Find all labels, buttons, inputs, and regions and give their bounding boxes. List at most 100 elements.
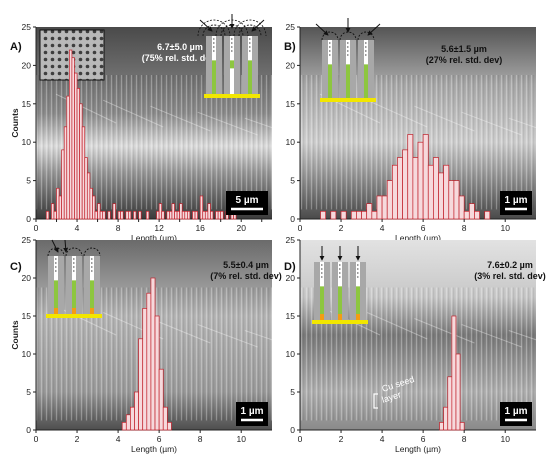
y-tick-label: 15 [286,311,296,321]
histogram-bar [217,210,222,220]
diffusion-arc [65,247,83,257]
nanowire [230,60,234,69]
diffusion-arc [233,19,267,37]
y-tick-label: 15 [22,311,32,321]
stray-nanowire [197,324,258,348]
histogram-bar [79,103,83,220]
y-tick-label: 5 [290,387,295,397]
y-tick-label: 25 [286,235,296,245]
stats-rsd: (75% rel. std. dev) [142,53,219,63]
histogram-bar [199,195,204,220]
nanowire [90,280,94,308]
nanowire [364,64,368,98]
nanowire [54,280,58,308]
histogram-bar [76,88,80,220]
histogram-bar [207,203,211,220]
nanowire [328,64,332,98]
stats-mean: 5.6±1.5 µm [441,44,487,54]
scalebar-label: 1 µm [505,195,528,206]
histogram-bar [443,406,449,431]
histogram-bar [417,141,424,220]
histogram-bar [53,210,57,220]
histogram-bar [194,210,198,220]
panel-b: 0 2 4 6 8 10 0 5 10 15 20 25 Length (µm) B) 5.6±1.5 µm… [284,22,550,243]
stray-nanowire [197,111,258,136]
stray-nanowire [366,312,428,340]
diffusion-arc [321,31,339,41]
histogram-bar [484,210,491,220]
histogram-bar [102,210,106,220]
histogram-bar [71,57,75,220]
stray-nanowire [508,117,550,134]
histogram-bar [202,210,206,220]
histogram-bar [169,210,173,220]
stray-nanowire [508,330,550,346]
histogram-bar [120,210,124,220]
x-tick-label: 12 [154,223,164,233]
panel-label: C) [10,261,22,273]
y-tick-label: 5 [290,176,295,186]
histogram-bar [402,149,409,220]
histogram-bar [145,210,150,220]
y-tick-label: 10 [286,137,296,147]
seed-bracket [373,393,378,409]
y-tick-label: 20 [286,60,296,70]
stray-nanowire [55,93,117,124]
stray-nanowire [461,111,522,136]
histogram-bar [117,210,122,220]
scalebar-box [236,402,268,426]
histogram-bar [179,203,183,220]
stats-mean: 5.5±0.4 µm [223,260,269,270]
arrow-icon [199,19,213,32]
histogram-bar [81,126,86,220]
histogram-bar [162,406,168,431]
y-tick-label: 10 [286,349,296,359]
histogram-bar [92,195,96,220]
x-tick-label: 6 [157,434,162,444]
x-tick-label: 10 [500,434,510,444]
histogram-bar [459,422,465,431]
histogram-bar [74,72,78,220]
histogram-bar [320,210,327,220]
scalebar-label: 1 µm [241,406,264,417]
x-tick-label: 4 [75,223,80,233]
histogram-bar [422,134,429,220]
y-tick-label: 20 [22,60,32,70]
nanowire [338,286,342,314]
histogram-bar [107,210,111,220]
histogram-bar [381,195,388,220]
stats-mean: 7.6±0.2 µm [487,260,533,270]
y-tick-label: 15 [22,99,32,109]
scalebar-box [500,402,532,426]
histogram-bar [134,391,139,431]
histogram-bar [45,210,50,220]
arrow-icon [367,23,381,36]
empty-pore [230,68,234,94]
stats-mean: 6.7±5.0 µm [157,42,203,52]
y-tick-label: 0 [290,214,295,224]
histogram-bar [138,210,142,220]
y-tick-label: 20 [22,273,32,283]
x-axis-label: Length (µm) [131,233,177,243]
histogram-bar [474,210,480,220]
y-tick-label: 15 [286,99,296,109]
histogram-bar [171,203,175,220]
histogram-bar [468,203,475,220]
y-tick-label: 20 [286,273,296,283]
panel-label: B) [284,41,296,53]
stray-nanowire [102,99,164,128]
stray-nanowire [414,318,475,344]
histogram-bar [427,164,434,220]
arrow-icon [63,239,69,253]
histogram-bar [366,203,373,220]
schematic-insets [46,14,381,324]
x-tick-label: 10 [500,223,510,233]
histogram-bar [68,49,73,220]
histogram-bar [184,210,188,220]
x-tick-label: 8 [116,223,121,233]
diffusion-arc [202,24,226,37]
histogram-bar [181,210,186,220]
stray-nanowire [461,324,522,348]
histogram-bar [99,210,104,220]
histogram-bar [127,210,132,220]
